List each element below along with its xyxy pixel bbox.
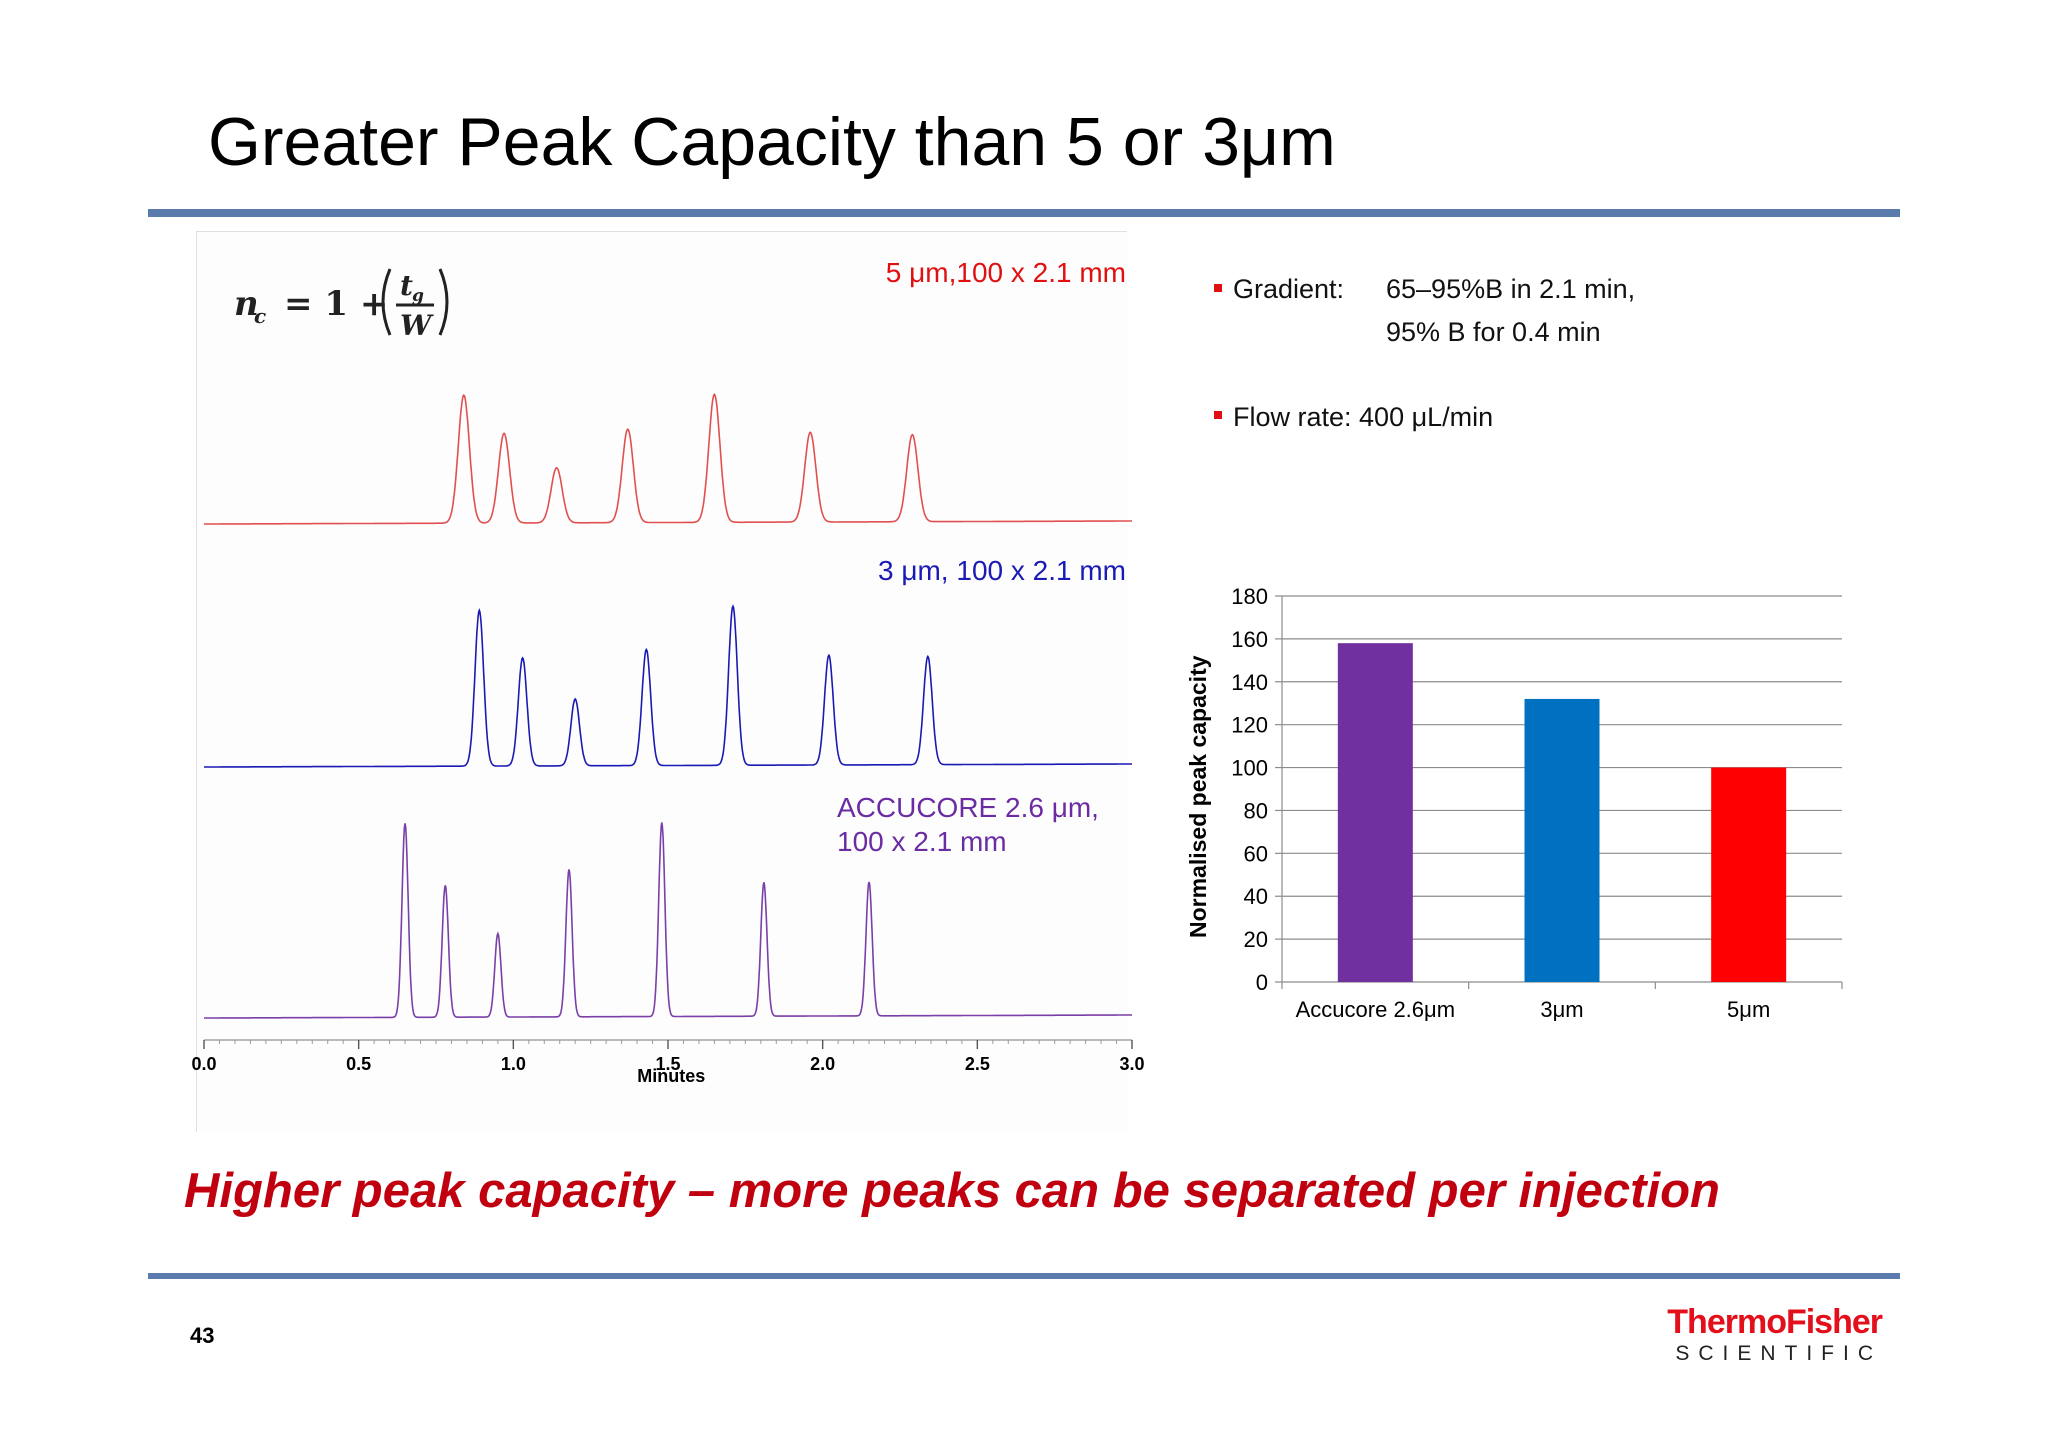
y-axis-tick-label: 60: [1244, 841, 1268, 866]
x-axis-tick-label: 1.5: [655, 1054, 680, 1074]
bar-category-label: 3μm: [1540, 997, 1583, 1022]
chromatogram-trace: [204, 822, 1132, 1019]
x-axis-tick-label: 0.5: [346, 1054, 371, 1074]
trace-label-3um: 3 μm, 100 x 2.1 mm: [878, 555, 1126, 586]
svg-text:= 1 +: = 1 +: [284, 284, 388, 324]
y-axis-tick-label: 80: [1244, 798, 1268, 823]
conclusion-text: Higher peak capacity – more peaks can be…: [184, 1164, 1720, 1218]
x-axis-tick-label: 2.5: [965, 1054, 990, 1074]
gradient-value-line1: 65–95%B in 2.1 min,: [1386, 274, 1636, 304]
gradient-label: Gradient:: [1233, 274, 1345, 304]
slide-title: Greater Peak Capacity than 5 or 3μm: [208, 104, 1336, 180]
y-axis-tick-label: 100: [1231, 756, 1268, 781]
trace-label-accucore: ACCUCORE 2.6 μm, 100 x 2.1 mm: [837, 792, 1099, 857]
peak-capacity-formula: n c = 1 + t g W: [234, 268, 449, 342]
x-axis-tick-label: 1.0: [501, 1054, 526, 1074]
y-axis-tick-label: 140: [1231, 670, 1268, 695]
y-axis-tick-label: 160: [1231, 627, 1268, 652]
logo-wordmark: ThermoFisher: [1667, 1303, 1883, 1341]
svg-text:n: n: [234, 284, 259, 324]
top-rule: [148, 209, 1900, 217]
svg-text:c: c: [254, 304, 266, 328]
flow-rate-text: Flow rate: 400 μL/min: [1233, 402, 1494, 432]
bar-1: [1524, 698, 1600, 982]
y-axis-tick-label: 180: [1231, 584, 1268, 609]
x-axis-tick-label: 2.0: [810, 1054, 835, 1074]
chromatogram-trace: [204, 604, 1132, 768]
bottom-rule: [148, 1273, 1900, 1279]
gradient-value-line2: 95% B for 0.4 min: [1386, 317, 1601, 347]
bar-category-label: 5μm: [1727, 997, 1770, 1022]
chromatogram-panel: [196, 231, 1127, 1132]
y-axis-tick-label: 40: [1244, 884, 1268, 909]
y-axis-tick-label: 0: [1256, 970, 1268, 995]
bar-2: [1711, 767, 1787, 982]
y-axis-tick-label: 20: [1244, 927, 1268, 952]
chromatogram-trace: [204, 393, 1132, 525]
y-axis-tick-label: 120: [1231, 713, 1268, 738]
logo-subtitle: SCIENTIFIC: [1675, 1342, 1882, 1365]
bullet-marker: [1214, 284, 1222, 292]
trace-label-5um: 5 μm,100 x 2.1 mm: [885, 257, 1126, 288]
chromatogram-x-axis-title: Minutes: [637, 1066, 706, 1086]
x-axis-tick-label: 3.0: [1119, 1054, 1144, 1074]
svg-text:t: t: [400, 269, 413, 302]
peak-capacity-bar-chart: 0 20 40 60 80 100 120 140 160 180 Accucore 2.6μm 3μ…: [1231, 584, 1843, 1022]
svg-text:g: g: [412, 286, 424, 306]
bar-category-label: Accucore 2.6μm: [1296, 997, 1455, 1022]
x-axis-tick-label: 0.0: [191, 1054, 216, 1074]
chromatogram-plot: 0.0 0.5 1.0 1.5 2.0 2.5 3.0: [191, 393, 1145, 1074]
svg-text:W: W: [400, 309, 434, 342]
bar-chart-y-axis-title: Normalised peak capacity: [1185, 655, 1211, 938]
bar-0: [1337, 643, 1413, 982]
page-number: 43: [190, 1323, 215, 1348]
bullet-marker: [1214, 411, 1222, 419]
thermo-fisher-logo: ThermoFisher SCIENTIFIC: [1636, 1303, 1883, 1365]
